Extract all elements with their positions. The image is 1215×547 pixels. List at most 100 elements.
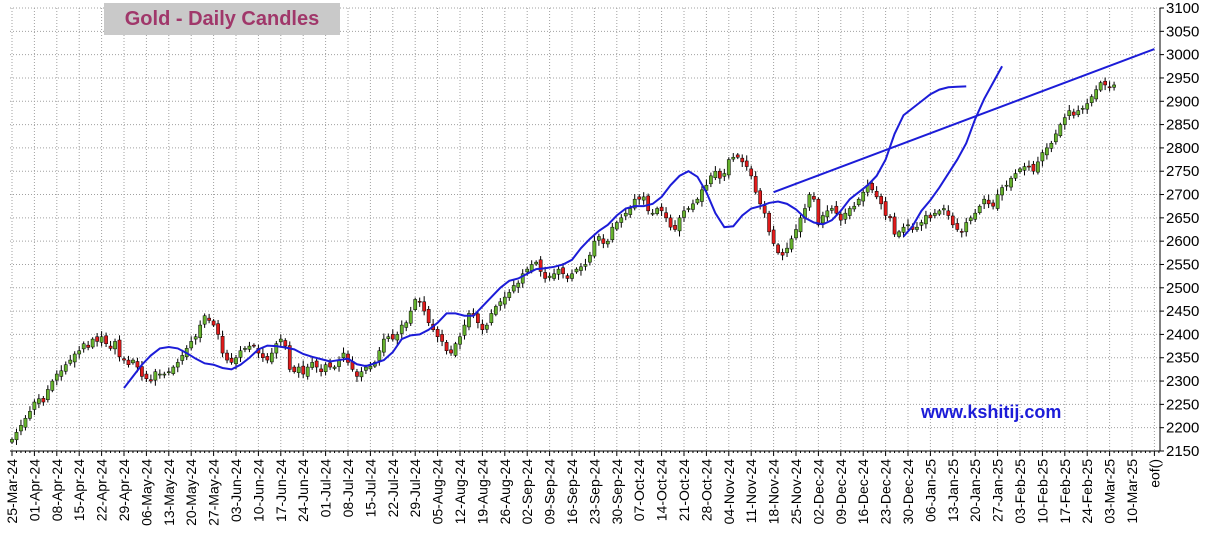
candle [941,204,946,216]
candle-body-up [973,212,978,220]
candle-body-up [493,306,498,315]
candle-body-up [341,352,346,358]
y-tick-label: 2850 [1166,117,1199,134]
candle [1004,180,1009,191]
candle-body-up [856,198,861,206]
candle [314,358,319,373]
candle-body-down [883,201,888,216]
candle-body-up [68,359,73,364]
y-tick-label: 2900 [1166,93,1199,110]
x-tick-label: 18-Nov-24 [766,459,782,525]
candle [149,374,153,384]
candle [892,212,897,237]
candle [619,214,624,228]
candle [950,212,955,229]
candle-body-up [189,341,194,349]
candle-body-down [659,206,664,212]
candle-body-down [211,320,216,326]
candle [807,192,812,211]
candle [874,186,879,200]
candle-body-up [686,208,691,210]
candle-body-up [821,215,825,224]
candle [189,336,194,351]
candle-body-down [561,267,565,275]
candle-body-up [592,240,597,257]
candle [614,220,619,231]
candle-body-down [780,252,785,256]
candle-body-up [274,343,279,354]
candle-body-up [131,359,135,364]
candle-body-up [691,203,695,210]
candle [968,215,973,225]
candle-body-up [1085,103,1090,110]
candle [588,251,592,266]
price-candles [10,77,1116,445]
candle-body-up [525,268,530,273]
candle [81,341,86,353]
candle [1094,85,1099,102]
y-tick-label: 2800 [1166,140,1199,157]
candle-body-up [45,389,50,400]
x-tick-label: 24-Jun-24 [295,459,311,522]
x-tick-label: 12-Aug-24 [452,459,468,525]
candle [915,222,919,232]
candle [462,319,467,340]
candle [838,211,843,226]
candle-body-up [243,348,247,350]
candle-body-down [538,259,543,272]
candle-body-up [502,296,507,305]
trendline-upper [773,48,1155,194]
candle [731,153,736,162]
x-tick-label: 27-Jan-25 [990,459,1006,522]
candle-body-up [919,222,924,226]
candle [659,203,664,216]
candle-body-up [19,425,23,432]
candle-body-up [731,156,736,160]
candle-body-down [758,190,763,205]
candle-body-up [413,299,418,310]
candle [395,331,400,346]
candle-body-up [399,324,404,334]
candle-body-up [574,268,579,273]
candle-body-down [476,313,480,324]
candle-body-up [722,173,727,177]
candle [476,311,480,329]
candle [19,419,23,436]
candle [650,208,655,216]
candle-body-up [605,240,610,245]
candle-body-up [937,210,942,215]
candle-body-down [1027,165,1031,168]
candle-body-up [1045,147,1049,156]
candle-body-up [310,362,315,368]
candle [1067,104,1072,120]
candle-body-down [646,195,651,212]
candle [99,331,104,347]
candle-body-up [10,439,14,443]
x-tick-label: 20-Jan-25 [967,459,983,522]
candle-body-up [175,362,180,368]
candle [668,214,673,231]
candle [305,363,310,380]
y-tick-label: 2750 [1166,163,1199,180]
candle-body-down [390,334,395,340]
candle-body-up [709,175,713,185]
candle [682,206,686,223]
candle [296,363,301,378]
candle [193,333,198,345]
candle [202,313,207,328]
candle [511,280,516,294]
candle [386,333,391,342]
candle [995,189,1000,211]
candle [252,343,256,348]
candle [717,168,722,184]
candle-body-up [552,273,556,279]
candle-body-up [807,194,812,208]
candle-body-up [59,370,64,377]
candle [847,206,852,220]
candle [1071,108,1076,119]
candle [507,289,512,301]
candle-body-up [632,198,637,209]
candle-body-up [1112,84,1116,88]
moving-average-line [902,65,1003,238]
candle-body-up [695,198,700,204]
